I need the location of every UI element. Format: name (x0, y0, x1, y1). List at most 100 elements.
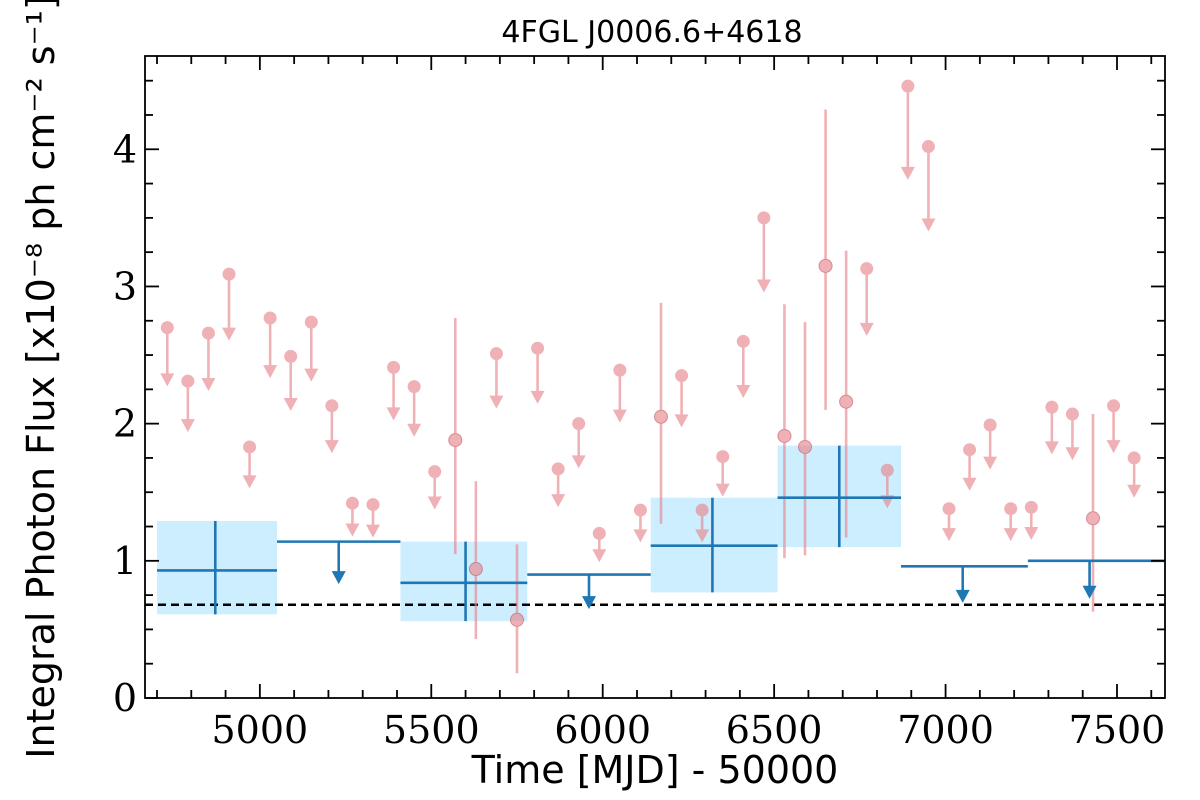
short-bin-point-12 (407, 380, 421, 394)
short-bin-point-33 (839, 394, 854, 409)
x-tick-label-6500: 6500 (726, 708, 823, 752)
long-bin-arrowhead-3 (582, 596, 596, 610)
short-bin-point-22 (613, 363, 627, 377)
short-bin-arrowhead-26 (695, 529, 710, 543)
short-bin-arrowhead-19 (551, 494, 566, 508)
long-bin-band-0 (157, 521, 277, 615)
short-bin-arrowhead-22 (612, 409, 627, 423)
short-bin-arrowhead-1 (180, 419, 195, 433)
short-bin-point-27 (716, 450, 730, 464)
short-bin-arrowhead-23 (633, 529, 648, 543)
x-tick-label-7500: 7500 (1069, 708, 1166, 752)
x-tick-label-7000: 7000 (897, 708, 994, 752)
long-bin-arrowhead-6 (955, 589, 970, 603)
short-bin-arrowhead-3 (222, 327, 236, 341)
short-bin-point-17 (510, 612, 524, 627)
short-bin-point-25 (675, 369, 689, 383)
short-bin-point-0 (160, 321, 174, 335)
short-bin-point-24 (654, 409, 668, 424)
short-bin-point-42 (1024, 500, 1038, 514)
chart-title: 4FGL J0006.6+4618 (501, 15, 802, 50)
x-tick-label-5500: 5500 (383, 708, 480, 752)
short-bin-arrowhead-28 (736, 385, 751, 399)
long-bin-band-2 (400, 541, 528, 622)
short-bin-arrowhead-0 (160, 373, 175, 387)
short-bin-arrowhead-34 (859, 322, 874, 336)
short-bin-point-7 (304, 315, 318, 329)
y-tick-label-4: 4 (113, 127, 137, 171)
short-bin-point-5 (263, 311, 277, 325)
short-bin-arrowhead-4 (242, 475, 257, 489)
short-bin-point-41 (1004, 502, 1018, 516)
short-bin-point-32 (818, 258, 833, 273)
short-bin-point-30 (777, 428, 792, 443)
short-bin-arrowhead-21 (592, 549, 607, 563)
short-bin-point-16 (489, 347, 503, 361)
short-bin-point-34 (860, 262, 874, 276)
short-bin-arrowhead-5 (263, 365, 278, 379)
short-bin-arrowhead-36 (900, 166, 915, 180)
short-bin-arrowhead-41 (1003, 528, 1018, 542)
short-bin-point-28 (736, 334, 750, 348)
short-bin-point-18 (531, 341, 545, 355)
plot-area (145, 79, 1165, 674)
short-bin-arrowhead-39 (962, 477, 977, 491)
short-bin-point-11 (387, 360, 401, 374)
y-tick-label-3: 3 (113, 264, 137, 308)
x-tick-label-6000: 6000 (554, 708, 651, 752)
short-bin-arrowhead-8 (324, 440, 339, 454)
short-bin-point-47 (1127, 451, 1141, 465)
short-bin-point-46 (1107, 399, 1121, 413)
short-bin-arrowhead-37 (921, 218, 936, 232)
short-bin-point-15 (468, 562, 483, 577)
short-bin-point-31 (798, 439, 812, 454)
plot-frame (144, 55, 1166, 699)
short-bin-point-44 (1065, 407, 1079, 421)
short-bin-point-6 (284, 349, 298, 363)
long-bin-arrowhead-7 (1082, 585, 1097, 599)
short-bin-point-29 (757, 211, 771, 225)
short-bin-point-23 (633, 503, 647, 517)
short-bin-point-3 (222, 267, 236, 281)
short-bin-arrowhead-16 (489, 395, 504, 409)
x-tick-label-5000: 5000 (211, 708, 308, 752)
short-bin-point-21 (592, 526, 606, 540)
short-bin-arrowhead-7 (304, 368, 319, 382)
short-bin-point-13 (428, 465, 442, 479)
short-bin-arrowhead-6 (283, 397, 298, 411)
short-bin-point-36 (901, 79, 915, 93)
short-bin-series (160, 79, 1142, 674)
y-axis-label: Integral Photon Flux [x10⁻⁸ ph cm⁻² s⁻¹] (19, 0, 63, 759)
short-bin-point-9 (345, 496, 359, 510)
short-bin-arrowhead-27 (715, 483, 730, 497)
short-bin-point-8 (325, 399, 339, 413)
short-bin-point-37 (921, 140, 935, 154)
short-bin-point-39 (963, 443, 977, 457)
y-tick-label-2: 2 (113, 402, 137, 446)
short-bin-point-10 (366, 498, 380, 512)
short-bin-point-35 (880, 463, 894, 477)
short-bin-arrowhead-40 (983, 456, 998, 470)
short-bin-point-45 (1086, 511, 1100, 526)
y-tick-label-0: 0 (113, 676, 137, 720)
short-bin-point-19 (551, 462, 565, 476)
long-bin-arrowhead-1 (331, 571, 346, 585)
short-bin-arrowhead-9 (345, 523, 360, 537)
short-bin-point-1 (181, 374, 195, 388)
short-bin-point-40 (983, 418, 997, 432)
short-bin-point-38 (942, 502, 956, 516)
y-tick-label-1: 1 (113, 539, 137, 583)
short-bin-arrowhead-46 (1106, 440, 1121, 454)
axis-ticks: 5000 5500 6000 6500 7000 7500 0 1 2 3 4 (113, 56, 1166, 752)
short-bin-arrowhead-43 (1044, 441, 1059, 455)
x-axis-label: Time [MJD] - 50000 (471, 748, 839, 792)
short-bin-arrowhead-18 (530, 390, 545, 404)
short-bin-arrowhead-12 (407, 423, 422, 437)
short-bin-point-43 (1045, 400, 1059, 414)
short-bin-arrowhead-20 (571, 455, 586, 469)
short-bin-arrowhead-11 (386, 407, 401, 421)
short-bin-point-26 (695, 503, 709, 517)
short-bin-point-14 (448, 433, 463, 448)
short-bin-arrowhead-2 (201, 378, 216, 392)
